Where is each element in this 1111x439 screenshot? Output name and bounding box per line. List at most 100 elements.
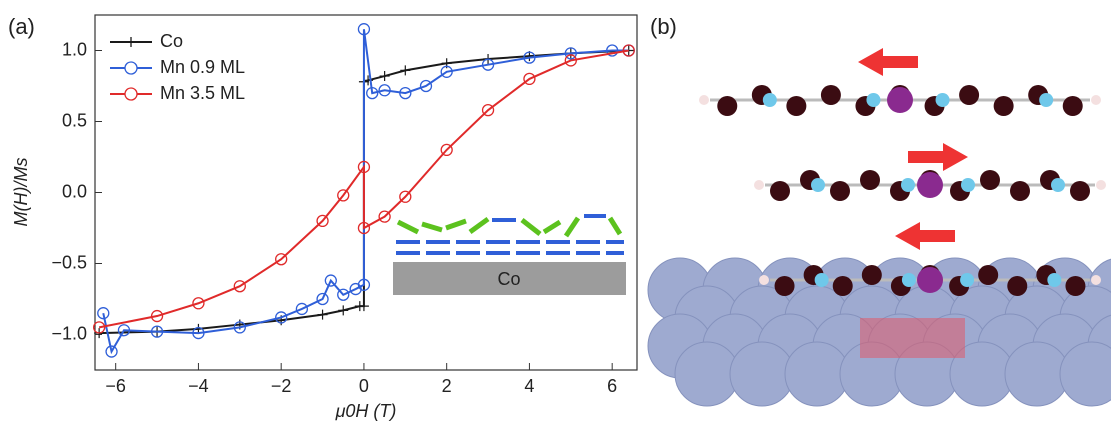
point-marker bbox=[524, 51, 535, 62]
series-line bbox=[102, 29, 629, 355]
point-marker bbox=[295, 302, 309, 316]
point-marker bbox=[357, 221, 371, 235]
substrate-atom bbox=[729, 341, 795, 407]
point-marker bbox=[92, 321, 106, 334]
point-marker bbox=[337, 288, 350, 301]
nitrogen-atom bbox=[961, 178, 975, 192]
point-marker bbox=[192, 326, 205, 340]
point-marker bbox=[481, 58, 495, 71]
legend-label: Co bbox=[160, 31, 183, 51]
x-tick-label: 4 bbox=[524, 376, 534, 396]
point-marker bbox=[150, 325, 164, 338]
point-marker bbox=[337, 189, 350, 202]
hydrogen-atom bbox=[1091, 95, 1101, 105]
nitrogen-atom bbox=[960, 273, 975, 287]
y-axis-label: M(H)/Ms bbox=[11, 158, 31, 227]
y-tick-label: 0.0 bbox=[62, 181, 87, 201]
point-marker bbox=[481, 103, 495, 117]
carbon-atom bbox=[770, 181, 790, 201]
x-tick-label: 6 bbox=[607, 376, 617, 396]
point-marker bbox=[275, 253, 288, 266]
point-marker bbox=[316, 214, 329, 228]
point-marker bbox=[366, 86, 379, 100]
point-marker bbox=[358, 301, 369, 312]
x-tick-label: 2 bbox=[442, 376, 452, 396]
carbon-atom bbox=[980, 170, 1000, 190]
hydrogen-atom bbox=[1096, 180, 1106, 190]
legend-label: Mn 3.5 ML bbox=[160, 83, 245, 103]
point-marker bbox=[564, 54, 577, 67]
legend-marker bbox=[126, 37, 136, 47]
nitrogen-atom bbox=[901, 178, 915, 192]
point-marker bbox=[357, 160, 371, 174]
nitrogen-atom bbox=[1051, 178, 1065, 192]
point-marker bbox=[357, 278, 371, 291]
point-marker bbox=[440, 65, 453, 78]
carbon-atom bbox=[1007, 276, 1028, 296]
point-marker bbox=[622, 44, 635, 57]
inset-label: Co bbox=[497, 269, 520, 289]
metal-atom bbox=[917, 267, 943, 293]
substrate-highlight bbox=[860, 318, 965, 358]
point-marker bbox=[400, 65, 411, 76]
nitrogen-atom bbox=[811, 178, 825, 192]
substrate-atom bbox=[1059, 341, 1111, 407]
point-marker bbox=[440, 143, 453, 157]
panel-label: (b) bbox=[650, 14, 677, 39]
point-marker bbox=[324, 274, 337, 287]
point-marker bbox=[105, 345, 118, 358]
point-marker bbox=[150, 309, 164, 323]
point-marker bbox=[338, 305, 349, 316]
carbon-atom bbox=[993, 96, 1014, 116]
point-marker bbox=[378, 84, 391, 97]
carbon-atom bbox=[832, 276, 853, 296]
carbon-atom bbox=[820, 85, 841, 105]
hydrogen-atom bbox=[759, 275, 769, 285]
nitrogen-atom bbox=[935, 93, 950, 107]
substrate-atom bbox=[674, 341, 740, 407]
nitrogen-atom bbox=[866, 93, 881, 107]
legend-marker bbox=[124, 87, 138, 101]
carbon-atom bbox=[786, 96, 807, 116]
nitrogen-atom bbox=[762, 93, 777, 107]
point-marker bbox=[523, 51, 536, 64]
point-marker bbox=[316, 292, 329, 306]
carbon-atom bbox=[978, 265, 999, 285]
carbon-atom bbox=[861, 265, 882, 285]
carbon-atom bbox=[830, 181, 850, 201]
hydrogen-atom bbox=[1091, 275, 1101, 285]
point-marker bbox=[606, 44, 619, 57]
y-tick-label: 1.0 bbox=[62, 39, 87, 59]
substrate-atom bbox=[784, 341, 850, 407]
metal-atom bbox=[887, 87, 913, 113]
point-marker bbox=[564, 47, 577, 60]
carbon-atom bbox=[860, 170, 880, 190]
carbon-atom bbox=[1065, 276, 1086, 296]
point-marker bbox=[399, 86, 412, 100]
point-marker bbox=[378, 210, 391, 223]
carbon-atom bbox=[1062, 96, 1083, 116]
substrate-atom bbox=[1004, 341, 1070, 407]
nitrogen-atom bbox=[901, 273, 916, 287]
point-marker bbox=[357, 23, 371, 36]
spin-arrow bbox=[895, 222, 955, 250]
x-tick-label: −6 bbox=[105, 376, 126, 396]
carbon-atom bbox=[1010, 181, 1030, 201]
y-tick-label: −1.0 bbox=[51, 323, 87, 343]
legend-marker bbox=[124, 61, 138, 75]
point-marker bbox=[192, 297, 205, 310]
point-marker bbox=[233, 280, 246, 293]
nitrogen-atom bbox=[1039, 93, 1054, 107]
x-tick-label: −2 bbox=[271, 376, 292, 396]
x-tick-label: 0 bbox=[359, 376, 369, 396]
point-marker bbox=[97, 307, 110, 320]
y-tick-label: −0.5 bbox=[51, 252, 87, 272]
spin-arrow bbox=[858, 48, 918, 76]
nitrogen-atom bbox=[814, 273, 829, 287]
inset-diagram bbox=[393, 214, 626, 295]
point-marker bbox=[523, 72, 536, 86]
legend-label: Mn 0.9 ML bbox=[160, 57, 245, 77]
carbon-atom bbox=[959, 85, 980, 105]
x-axis-label: μ0H (T) bbox=[335, 401, 397, 421]
